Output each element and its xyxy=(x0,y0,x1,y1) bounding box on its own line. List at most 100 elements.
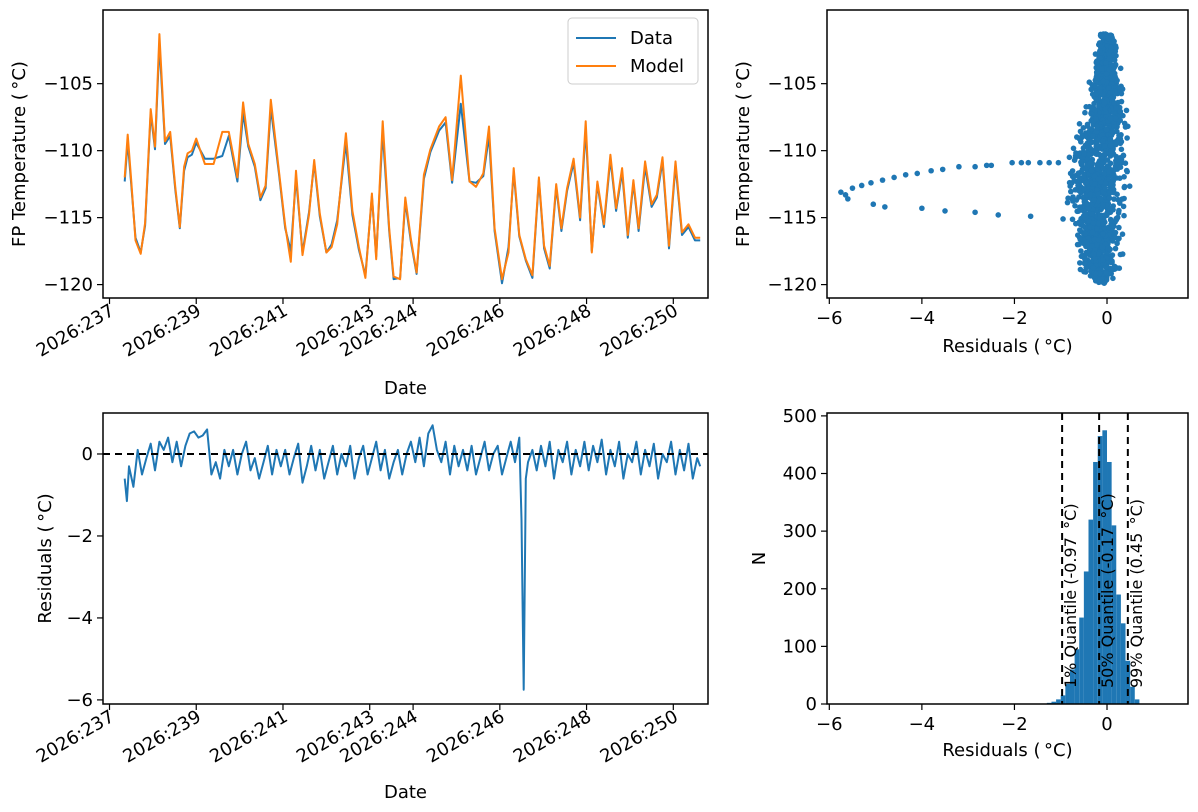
scatter-point xyxy=(1105,176,1111,182)
scatter-point xyxy=(1107,246,1113,253)
scatter-point xyxy=(1101,280,1107,287)
resid-date-xtick-label: 2026:237 xyxy=(33,706,118,767)
histogram-bar xyxy=(1056,699,1061,704)
histogram-bar xyxy=(1111,525,1117,704)
scatter-point xyxy=(1122,124,1129,130)
scatter-point xyxy=(1104,209,1111,216)
scatter-point xyxy=(1037,159,1043,166)
hist-ytick-label: 200 xyxy=(783,579,817,600)
scatter-point xyxy=(1086,79,1093,85)
scatter-point xyxy=(914,170,921,177)
scatter-point xyxy=(1103,126,1110,133)
scatter-point xyxy=(1099,66,1105,72)
histogram-bar xyxy=(1083,571,1089,704)
legend-box xyxy=(567,17,699,85)
scatter-point xyxy=(1087,160,1093,167)
scatter-point xyxy=(1117,159,1123,165)
scatter-point xyxy=(879,177,886,183)
scatter-point xyxy=(1108,266,1115,273)
scatter-point xyxy=(1097,48,1103,54)
scatter-point xyxy=(1111,57,1118,63)
scatter-point xyxy=(1100,138,1106,144)
scatter-point xyxy=(1123,107,1130,114)
scatter-point xyxy=(1111,172,1117,178)
scatter-point xyxy=(1117,175,1123,181)
scatter-point xyxy=(1107,190,1113,196)
scatter-point xyxy=(928,167,934,174)
scatter-point xyxy=(1109,258,1115,264)
scatter-point xyxy=(1082,109,1088,116)
resid-date-frame xyxy=(102,412,709,705)
scatter-point xyxy=(1090,220,1097,226)
temp-resid-xtick-label: −2 xyxy=(1001,308,1028,329)
scatter-point xyxy=(1096,89,1103,95)
scatter-point xyxy=(1117,117,1123,124)
scatter-point xyxy=(1102,185,1108,192)
resid-date-xtick-label: 2026:239 xyxy=(120,706,205,767)
scatter-point xyxy=(1086,151,1093,158)
scatter-point xyxy=(1103,71,1110,77)
histogram-bar xyxy=(1102,430,1108,704)
histogram-bar xyxy=(1051,701,1057,704)
scatter-point xyxy=(1080,125,1087,131)
scatter-point xyxy=(1092,83,1098,89)
resid-date-xtick-label: 2026:250 xyxy=(597,706,682,767)
temp-date-ytick-label: −105 xyxy=(44,74,93,95)
scatter-point xyxy=(1113,45,1119,51)
scatter-point xyxy=(1081,151,1087,157)
scatter-point xyxy=(849,185,856,191)
scatter-point xyxy=(1069,216,1076,223)
scatter-point xyxy=(1089,229,1096,236)
scatter-point xyxy=(1095,191,1101,197)
scatter-point xyxy=(1079,166,1086,172)
scatter-point xyxy=(1114,77,1120,84)
quantile-label: 1% Quantile (-0.97 °C) xyxy=(1061,503,1080,688)
scatter-point xyxy=(1106,55,1113,62)
scatter-point xyxy=(1114,214,1121,221)
scatter-point xyxy=(1073,178,1080,185)
scatter-point xyxy=(1094,161,1100,168)
hist-ytick-label: 500 xyxy=(783,406,817,427)
scatter-point xyxy=(1091,100,1097,107)
scatter-point xyxy=(1097,43,1104,50)
scatter-point xyxy=(1090,206,1096,212)
scatter-point xyxy=(1122,160,1129,166)
scatter-point xyxy=(1101,170,1107,177)
scatter-point xyxy=(1018,159,1025,166)
scatter-point xyxy=(1098,33,1105,39)
scatter-point xyxy=(1084,201,1091,207)
scatter-point xyxy=(1111,38,1117,45)
scatter-point xyxy=(1073,150,1079,156)
temperature-vs-residuals-panel: −120 −115 −110 −105 −6 −4 −2 0 Residuals ( °C) FP… xyxy=(733,9,1189,357)
scatter-point xyxy=(1089,243,1095,249)
resid-date-ytick-label: 0 xyxy=(82,444,93,465)
scatter-point xyxy=(1124,168,1130,175)
resid-date-xlabel: Date xyxy=(384,782,427,803)
scatter-point xyxy=(1100,231,1106,237)
scatter-point xyxy=(1071,157,1078,163)
histogram-bar xyxy=(1074,649,1080,704)
histogram-bar xyxy=(1107,461,1112,704)
histogram-bar xyxy=(1060,695,1066,704)
scatter-point xyxy=(1094,225,1100,232)
scatter-point xyxy=(1075,170,1082,177)
resid-date-ylabel: Residuals ( °C) xyxy=(35,493,56,623)
resid-date-xtick-label: 2026:248 xyxy=(510,706,595,767)
scatter-point xyxy=(1107,205,1113,212)
histogram-bar xyxy=(1065,683,1070,704)
scatter-point xyxy=(1092,270,1099,277)
scatter-point xyxy=(838,189,844,195)
hist-xtick-label: −6 xyxy=(816,714,843,735)
scatter-point xyxy=(1113,153,1119,160)
scatter-point xyxy=(1108,217,1114,223)
scatter-point xyxy=(1097,196,1104,202)
scatter-point xyxy=(1102,143,1108,149)
histogram-bar xyxy=(1130,686,1135,704)
scatter-point xyxy=(1115,210,1122,216)
temp-date-ytick-label: −110 xyxy=(44,141,93,162)
temp-resid-frame xyxy=(826,9,1189,299)
scatter-point xyxy=(1055,159,1062,166)
scatter-point xyxy=(1094,123,1100,130)
temp-resid-ytick-label: −120 xyxy=(768,275,817,296)
scatter-point xyxy=(1076,121,1083,127)
